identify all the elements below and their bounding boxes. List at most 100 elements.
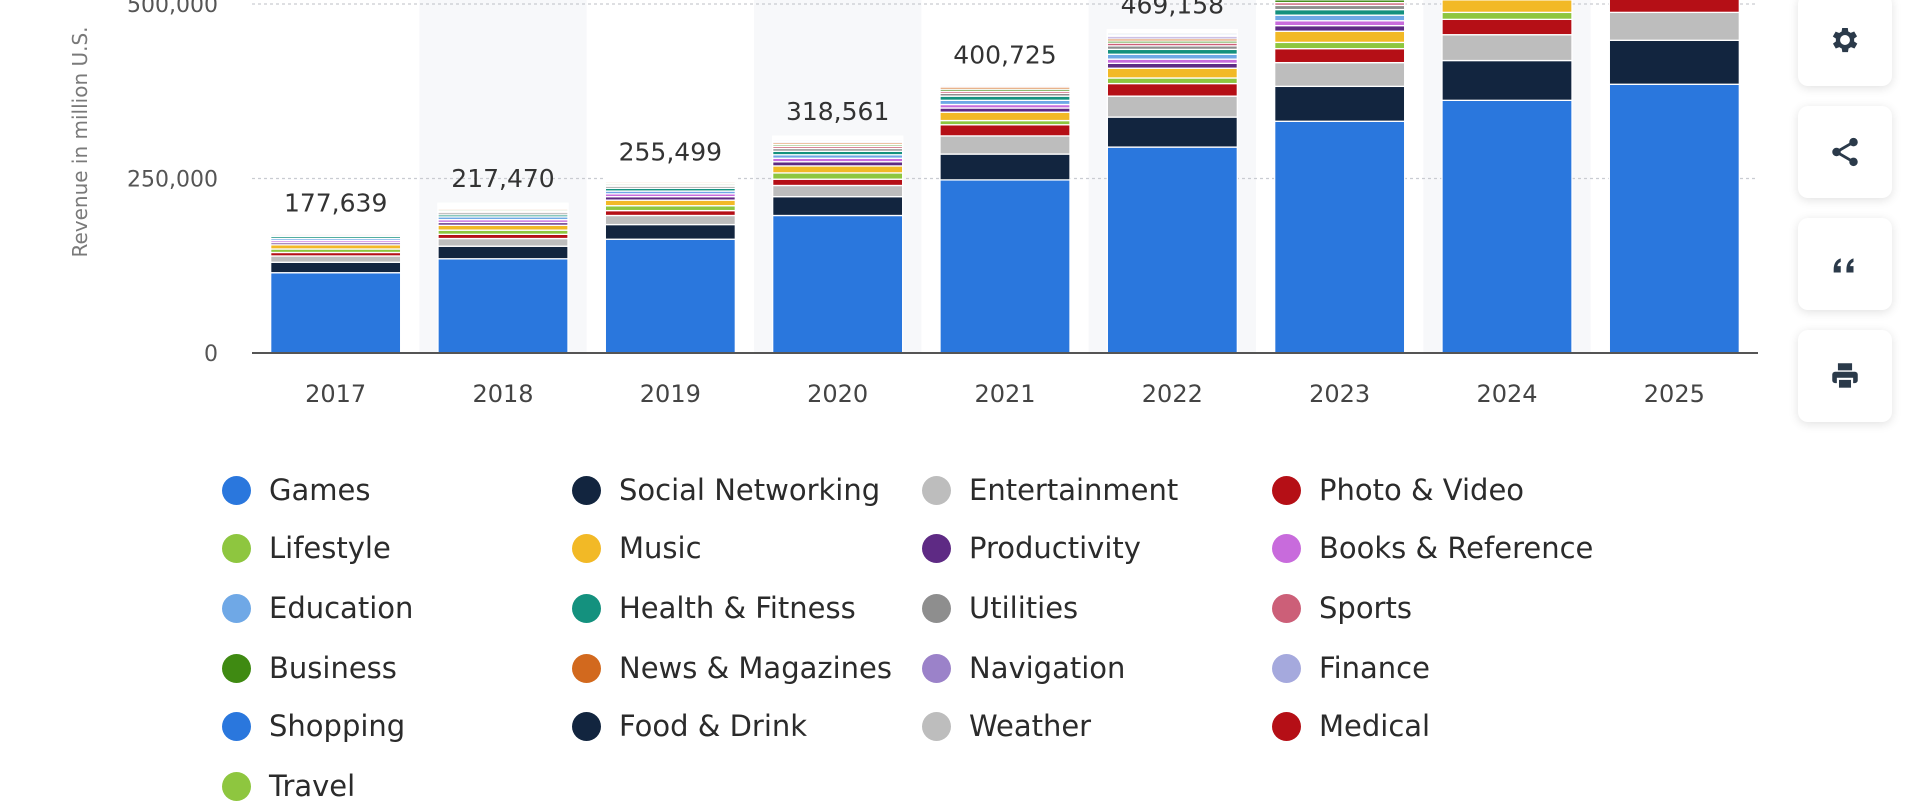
bar-segment (1275, 31, 1405, 42)
x-tick-label: 2019 (640, 380, 701, 408)
bar-segment (271, 262, 401, 272)
bar-segment (1107, 54, 1237, 59)
bar-segment (1275, 86, 1405, 121)
legend-item[interactable]: Navigation (922, 648, 1125, 688)
legend-label: Productivity (969, 531, 1141, 565)
legend-swatch (1272, 654, 1301, 683)
legend-item[interactable]: Travel (222, 766, 355, 806)
legend-swatch (572, 712, 601, 741)
legend-swatch (222, 772, 251, 801)
bar-segment (438, 246, 568, 259)
x-tick-label: 2018 (472, 380, 533, 408)
bar-segment (940, 136, 1070, 154)
legend-label: Games (269, 473, 370, 507)
chart-legend: Games Social Networking Entertainment Photo… (222, 470, 1622, 800)
share-icon (1828, 135, 1862, 169)
legend-item[interactable]: Books & Reference (1272, 528, 1593, 568)
legend-swatch (572, 594, 601, 623)
x-tick-label: 2024 (1476, 380, 1537, 408)
legend-label: Business (269, 651, 397, 685)
legend-label: Music (619, 531, 702, 565)
legend-label: Entertainment (969, 473, 1178, 507)
bar-segment (1442, 61, 1572, 101)
bar-segment (1442, 100, 1572, 353)
bar-segment (1107, 30, 1237, 31)
x-tick-label: 2022 (1142, 380, 1203, 408)
x-tick-label: 2017 (305, 380, 366, 408)
legend-item[interactable]: Medical (1272, 706, 1430, 746)
legend-swatch (222, 476, 251, 505)
bar-segment (1107, 96, 1237, 117)
legend-swatch (922, 476, 951, 505)
legend-item[interactable]: Business (222, 648, 397, 688)
legend-swatch (1272, 534, 1301, 563)
settings-button[interactable] (1798, 0, 1892, 86)
bar-segment (438, 259, 568, 353)
bar-segment (1609, 12, 1739, 40)
x-tick-label: 2023 (1309, 380, 1370, 408)
bar-segment (940, 125, 1070, 136)
bar-segment (271, 273, 401, 353)
legend-item[interactable]: Sports (1272, 588, 1412, 628)
y-tick-label: 250,000 (127, 168, 218, 193)
legend-label: Navigation (969, 651, 1125, 685)
legend-item[interactable]: Photo & Video (1272, 470, 1524, 510)
legend-swatch (222, 594, 251, 623)
bar-segment (1107, 68, 1237, 78)
bar-segment (605, 200, 735, 206)
bar-segment (1275, 63, 1405, 87)
legend-swatch (222, 654, 251, 683)
bar-segment (605, 176, 735, 177)
quote-icon (1828, 247, 1862, 281)
bar-segment (605, 215, 735, 224)
legend-swatch (922, 534, 951, 563)
legend-swatch (922, 712, 951, 741)
legend-item[interactable]: Utilities (922, 588, 1078, 628)
legend-swatch (1272, 594, 1301, 623)
legend-item[interactable]: Games (222, 470, 370, 510)
bar-segment (1275, 49, 1405, 63)
bar-segment (773, 166, 903, 173)
legend-item[interactable]: Lifestyle (222, 528, 391, 568)
legend-item[interactable]: Weather (922, 706, 1091, 746)
total-label: 469,158 (1121, 0, 1224, 20)
x-tick-label: 2021 (974, 380, 1035, 408)
bar-segment (605, 206, 735, 211)
legend-item[interactable]: News & Magazines (572, 648, 892, 688)
bar-segment (1107, 78, 1237, 84)
legend-label: Education (269, 591, 413, 625)
bar-segment (438, 225, 568, 230)
legend-label: Finance (1319, 651, 1430, 685)
bar-segment (1609, 40, 1739, 84)
bar-segment (940, 112, 1070, 120)
bar-segment (1275, 10, 1405, 16)
legend-swatch (922, 654, 951, 683)
y-tick-label: 0 (204, 342, 218, 367)
legend-item[interactable]: Productivity (922, 528, 1141, 568)
cite-button[interactable] (1798, 218, 1892, 310)
bar-segment (1442, 35, 1572, 61)
legend-item[interactable]: Shopping (222, 706, 405, 746)
bar-segment (1275, 42, 1405, 48)
legend-item[interactable]: Music (572, 528, 702, 568)
legend-item[interactable]: Finance (1272, 648, 1430, 688)
legend-swatch (922, 594, 951, 623)
legend-label: Medical (1319, 709, 1430, 743)
share-button[interactable] (1798, 106, 1892, 198)
legend-swatch (572, 654, 601, 683)
print-button[interactable] (1798, 330, 1892, 422)
legend-label: Sports (1319, 591, 1412, 625)
total-label: 400,725 (953, 41, 1056, 70)
chart-toolbar (1798, 0, 1892, 434)
total-label: 318,561 (786, 97, 889, 126)
legend-label: Food & Drink (619, 709, 807, 743)
legend-item[interactable]: Social Networking (572, 470, 880, 510)
legend-label: Weather (969, 709, 1091, 743)
legend-item[interactable]: Entertainment (922, 470, 1178, 510)
total-label: 217,470 (451, 164, 554, 193)
legend-item[interactable]: Food & Drink (572, 706, 807, 746)
legend-label: Photo & Video (1319, 473, 1524, 507)
legend-item[interactable]: Health & Fitness (572, 588, 856, 628)
legend-item[interactable]: Education (222, 588, 413, 628)
y-tick-label: 500,000 (127, 0, 218, 18)
